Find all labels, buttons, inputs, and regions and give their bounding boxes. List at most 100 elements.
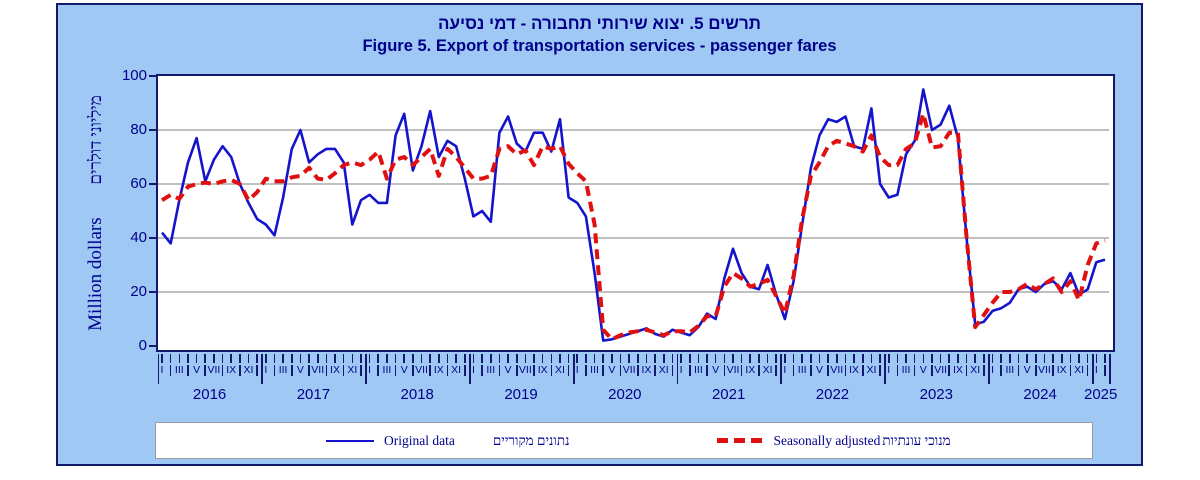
month-label: VII xyxy=(934,364,948,376)
month-tick xyxy=(230,354,232,363)
month-tick xyxy=(567,354,570,363)
month-tick xyxy=(161,354,163,363)
y-tick-label: 40 xyxy=(130,229,147,246)
month-tick-bar xyxy=(221,365,224,376)
month-label: I xyxy=(991,364,994,376)
month-tick xyxy=(334,354,336,363)
month-tick-bar xyxy=(758,365,760,376)
month-tick-bar xyxy=(775,365,778,376)
month-tick-bar xyxy=(896,365,899,376)
month-tick xyxy=(766,354,769,363)
original-data-line-swatch xyxy=(326,439,374,442)
legend-original-label-hebrew: נתונים מקוריים xyxy=(492,432,570,448)
month-tick xyxy=(472,354,475,363)
month-tick xyxy=(1043,354,1046,363)
month-label: III xyxy=(590,364,599,376)
y-tick-mark xyxy=(149,129,157,131)
month-tick xyxy=(1017,354,1020,363)
month-tick xyxy=(420,354,423,363)
year-boundary-tick xyxy=(676,354,679,384)
month-tick xyxy=(169,354,172,363)
month-tick-bar xyxy=(498,365,501,376)
month-tick xyxy=(801,354,803,363)
month-tick-bar xyxy=(290,365,293,376)
month-tick xyxy=(187,354,189,363)
line-chart xyxy=(158,88,1109,342)
month-tick xyxy=(1052,354,1054,363)
month-tick xyxy=(974,354,977,363)
month-tick xyxy=(948,354,951,363)
month-label: XI xyxy=(347,364,358,376)
y-tick-mark xyxy=(149,75,157,77)
year-label: 2020 xyxy=(608,386,642,403)
month-label: VII xyxy=(1038,364,1051,376)
month-label: III xyxy=(486,364,496,376)
month-label: VII xyxy=(830,364,844,376)
month-tick xyxy=(576,354,579,363)
month-tick xyxy=(273,354,276,363)
month-label: V xyxy=(815,364,823,376)
y-tick-label: 20 xyxy=(130,283,147,300)
month-tick-bar xyxy=(706,365,708,376)
month-tick-bar xyxy=(1069,365,1072,376)
month-tick-bar xyxy=(1104,365,1106,376)
year-boundary-tick xyxy=(1109,354,1111,384)
month-tick xyxy=(377,354,380,363)
month-label: IX xyxy=(641,364,652,376)
month-tick xyxy=(662,354,665,363)
month-tick xyxy=(394,354,397,363)
month-tick xyxy=(628,354,630,363)
year-label: 2025 xyxy=(1083,386,1118,403)
month-tick-bar xyxy=(585,365,587,376)
month-tick-bar xyxy=(879,365,881,376)
month-tick xyxy=(351,354,354,363)
month-label: I xyxy=(471,364,475,376)
month-tick xyxy=(550,354,553,363)
month-tick xyxy=(611,354,613,363)
year-boundary-tick xyxy=(988,354,990,384)
month-label: I xyxy=(264,364,268,376)
month-tick xyxy=(775,354,778,363)
month-tick xyxy=(195,354,198,363)
month-tick xyxy=(931,354,933,363)
y-tick-label: 100 xyxy=(121,67,147,84)
month-tick xyxy=(645,354,648,363)
month-tick xyxy=(1009,354,1011,363)
month-tick-bar xyxy=(1017,365,1020,376)
month-tick-bar xyxy=(723,365,726,376)
month-tick-bar xyxy=(394,365,397,376)
legend-seasonal-label-english: Seasonally adjusted xyxy=(773,432,881,448)
month-tick-bar xyxy=(273,365,276,376)
month-tick xyxy=(637,354,639,363)
month-tick-bar xyxy=(602,365,604,376)
month-tick xyxy=(922,354,925,363)
month-tick-bar xyxy=(239,365,241,376)
month-tick xyxy=(403,354,406,363)
y-tick-mark xyxy=(149,291,157,293)
month-tick-bar xyxy=(533,365,535,376)
month-tick xyxy=(290,354,293,363)
year-label: 2023 xyxy=(919,386,953,403)
year-boundary-tick xyxy=(780,354,783,384)
month-tick-bar xyxy=(256,365,258,376)
month-label: XI xyxy=(762,364,773,376)
month-label: V xyxy=(296,364,304,376)
month-tick xyxy=(455,354,457,363)
month-tick-bar xyxy=(931,365,933,376)
month-tick xyxy=(983,354,985,363)
month-label: III xyxy=(382,364,392,376)
month-tick xyxy=(515,354,518,363)
y-tick-label: 60 xyxy=(130,175,147,192)
y-tick-mark xyxy=(149,237,157,239)
month-tick-bar xyxy=(360,365,362,376)
year-boundary-tick xyxy=(572,354,575,384)
month-tick xyxy=(714,354,717,363)
month-tick xyxy=(671,354,674,363)
month-label: VII xyxy=(415,364,428,376)
month-tick xyxy=(429,354,431,363)
month-tick xyxy=(204,354,207,363)
month-tick xyxy=(1026,354,1028,363)
month-tick-bar xyxy=(965,365,968,376)
month-tick xyxy=(853,354,855,363)
month-label: III xyxy=(278,364,288,376)
